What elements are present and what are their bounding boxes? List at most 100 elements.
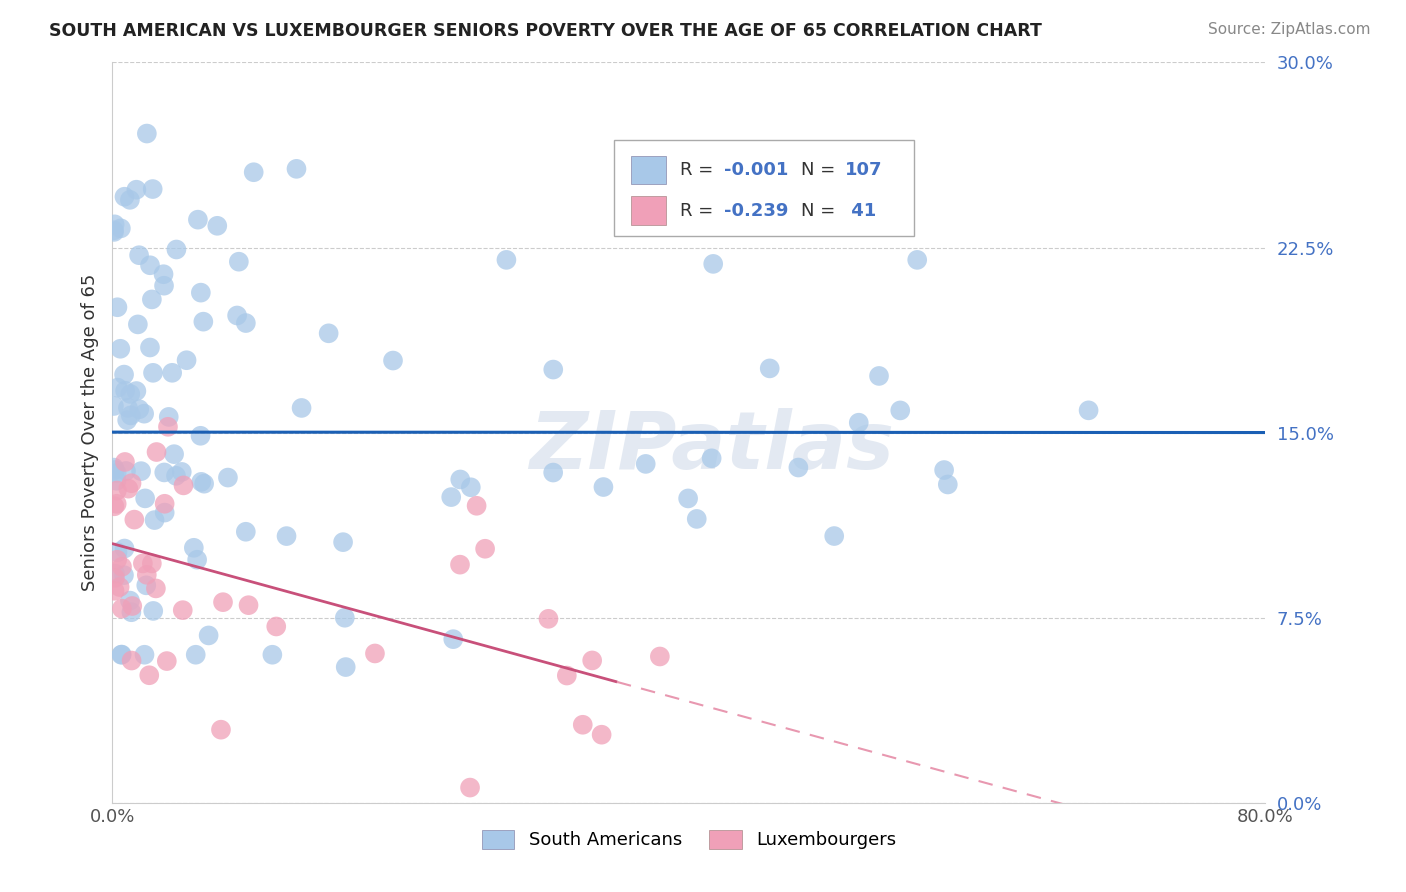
Point xyxy=(120,387,142,401)
Point xyxy=(465,499,488,513)
Point xyxy=(702,257,724,271)
Point xyxy=(112,568,135,582)
Point xyxy=(187,212,209,227)
Point xyxy=(110,221,132,235)
Point xyxy=(105,553,128,567)
Point xyxy=(139,258,162,272)
Point xyxy=(335,660,357,674)
Bar xyxy=(631,156,666,184)
Point xyxy=(118,593,141,607)
Point xyxy=(441,632,464,647)
Point xyxy=(686,512,709,526)
Point xyxy=(142,604,165,618)
Point xyxy=(440,490,463,504)
Point xyxy=(138,668,160,682)
Point xyxy=(541,466,564,480)
Point xyxy=(207,219,229,233)
Point xyxy=(105,497,128,511)
Point xyxy=(135,127,157,141)
Text: R =: R = xyxy=(679,161,718,178)
Point xyxy=(153,466,176,480)
Y-axis label: Seniors Poverty Over the Age of 65: Seniors Poverty Over the Age of 65 xyxy=(80,274,98,591)
Point xyxy=(165,468,187,483)
Point xyxy=(676,491,699,506)
Point xyxy=(193,315,215,329)
Point xyxy=(134,407,156,421)
Point xyxy=(103,583,125,598)
Point xyxy=(332,535,354,549)
Point xyxy=(537,612,560,626)
Point xyxy=(190,429,212,443)
Point xyxy=(700,451,723,466)
Point xyxy=(104,217,127,231)
Text: N =: N = xyxy=(801,161,841,178)
Point xyxy=(190,475,212,489)
Point xyxy=(276,529,298,543)
Point xyxy=(103,399,125,413)
Point xyxy=(105,466,128,480)
Point xyxy=(115,413,138,427)
Point xyxy=(121,476,143,491)
Point xyxy=(142,366,165,380)
Point xyxy=(648,649,671,664)
Point xyxy=(103,225,125,239)
Point xyxy=(170,465,193,479)
Point xyxy=(285,161,308,176)
Point xyxy=(156,419,179,434)
Point xyxy=(156,654,179,668)
Point xyxy=(103,500,125,514)
Point xyxy=(183,541,205,555)
Point xyxy=(114,190,136,204)
Point xyxy=(458,780,481,795)
Point xyxy=(153,497,176,511)
Point xyxy=(112,368,135,382)
Point xyxy=(163,447,186,461)
Point xyxy=(184,648,207,662)
Text: SOUTH AMERICAN VS LUXEMBOURGER SENIORS POVERTY OVER THE AGE OF 65 CORRELATION CH: SOUTH AMERICAN VS LUXEMBOURGER SENIORS P… xyxy=(49,22,1042,40)
Point xyxy=(172,603,194,617)
Point xyxy=(120,409,142,423)
Point xyxy=(128,402,150,417)
Point xyxy=(125,384,148,398)
Point xyxy=(209,723,232,737)
Point xyxy=(176,353,198,368)
Point xyxy=(238,598,260,612)
Point xyxy=(132,557,155,571)
Legend: South Americans, Luxembourgers: South Americans, Luxembourgers xyxy=(475,823,903,856)
Point xyxy=(571,718,593,732)
Point xyxy=(153,278,176,293)
Point xyxy=(190,285,212,300)
Point xyxy=(868,368,890,383)
Text: -0.001: -0.001 xyxy=(724,161,787,178)
Point xyxy=(262,648,284,662)
Point xyxy=(157,409,180,424)
Point xyxy=(139,341,162,355)
Point xyxy=(889,403,911,417)
Point xyxy=(1077,403,1099,417)
Point xyxy=(235,524,257,539)
Point xyxy=(290,401,312,415)
Point xyxy=(165,243,187,257)
Point xyxy=(153,506,176,520)
Point xyxy=(242,165,264,179)
Point xyxy=(235,316,257,330)
Point xyxy=(117,482,139,496)
Text: 107: 107 xyxy=(845,161,882,178)
Point xyxy=(135,567,157,582)
Point xyxy=(449,473,471,487)
Point xyxy=(226,309,249,323)
Point xyxy=(823,529,845,543)
Point xyxy=(108,580,131,594)
Point xyxy=(129,464,152,478)
Bar xyxy=(631,196,666,225)
Point xyxy=(460,480,482,494)
Point xyxy=(134,491,156,506)
Point xyxy=(103,223,125,237)
Point xyxy=(474,541,496,556)
FancyBboxPatch shape xyxy=(614,140,914,236)
Point xyxy=(142,182,165,196)
Point xyxy=(110,648,132,662)
Point xyxy=(121,599,143,613)
Text: 41: 41 xyxy=(845,202,876,219)
Point xyxy=(848,416,870,430)
